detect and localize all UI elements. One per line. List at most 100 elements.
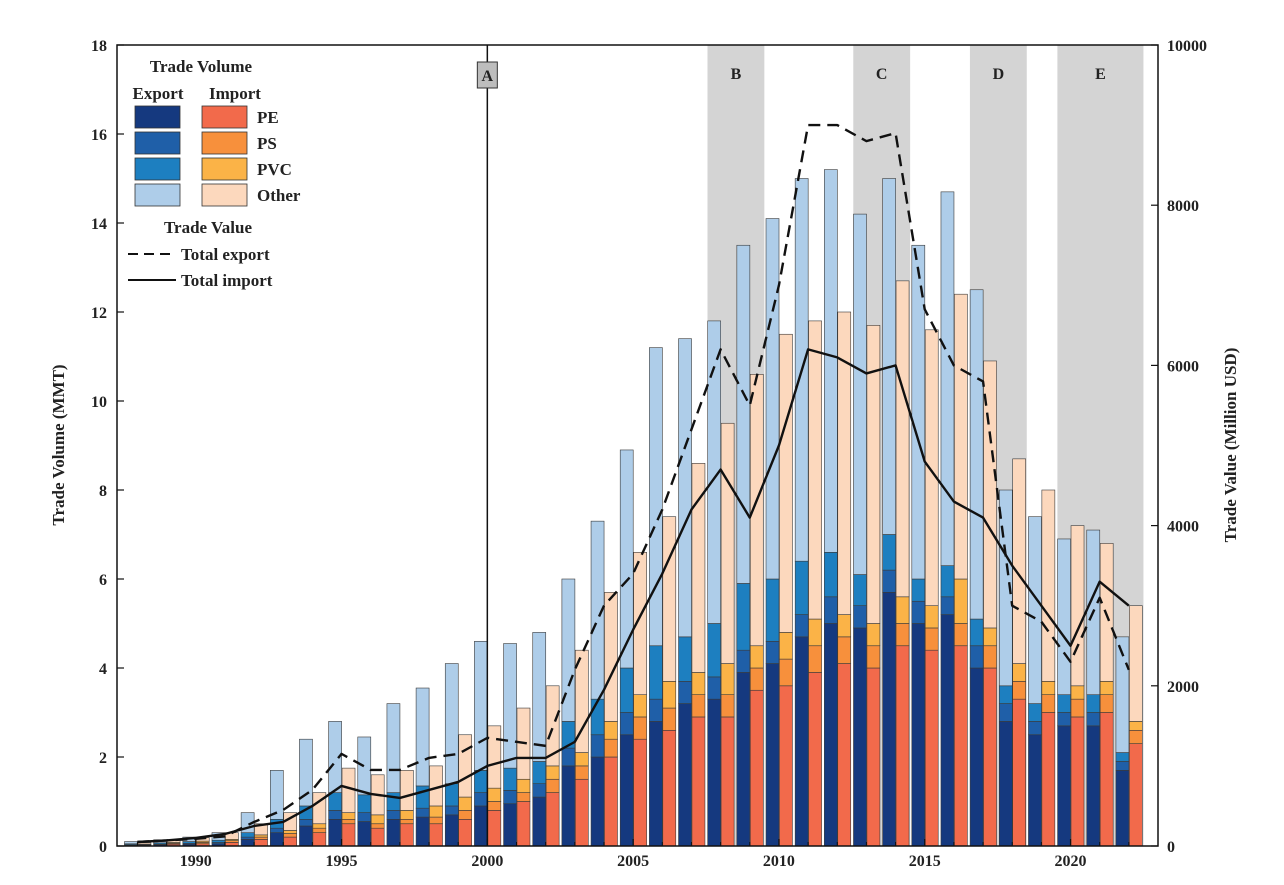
import-bar-pe-2000 (488, 810, 501, 846)
import-bar-pe-2022 (1129, 744, 1142, 846)
y2-tick-label: 6000 (1167, 358, 1199, 375)
export-bar-other-2019 (1028, 517, 1041, 704)
import-bar-ps-2009 (750, 668, 763, 690)
legend-import-swatch-pe (202, 106, 247, 128)
export-bar-pe-1992 (241, 839, 254, 846)
import-bar-pvc-2020 (1071, 686, 1084, 699)
import-bar-other-2000 (488, 726, 501, 788)
export-bar-ps-2000 (474, 793, 487, 806)
legend-import-swatch-other (202, 184, 247, 206)
import-bar-ps-1998 (430, 817, 443, 824)
export-bar-ps-2010 (766, 641, 779, 663)
legend-export-swatch-pvc (135, 158, 180, 180)
import-bar-ps-1994 (313, 828, 326, 832)
export-bar-pe-2019 (1028, 735, 1041, 846)
export-bar-pvc-1992 (241, 833, 254, 837)
import-bar-pvc-1993 (284, 830, 297, 833)
export-bar-pe-2013 (853, 628, 866, 846)
import-bar-pe-2016 (954, 646, 967, 846)
legend-title-volume: Trade Volume (150, 57, 253, 76)
import-bar-other-1997 (400, 770, 413, 810)
export-bar-pvc-2008 (708, 624, 721, 677)
import-bar-pe-2020 (1071, 717, 1084, 846)
export-bar-ps-2014 (883, 570, 896, 592)
import-bar-pvc-2018 (1013, 664, 1026, 682)
import-bar-other-2004 (604, 592, 617, 721)
import-bar-pe-2012 (838, 664, 851, 846)
export-bar-pvc-2018 (999, 686, 1012, 704)
import-bar-pe-1997 (400, 824, 413, 846)
import-bar-pvc-1999 (459, 797, 472, 810)
export-bar-ps-2001 (504, 790, 517, 803)
import-bar-pe-2008 (721, 717, 734, 846)
import-bar-ps-1996 (371, 824, 384, 828)
export-bar-pe-2005 (620, 735, 633, 846)
export-bar-ps-2012 (824, 597, 837, 624)
export-bar-ps-1996 (358, 813, 371, 822)
export-bar-pe-1994 (299, 826, 312, 846)
export-bar-pe-2008 (708, 699, 721, 846)
import-bar-pe-2017 (984, 668, 997, 846)
export-bar-ps-2022 (1116, 761, 1129, 770)
import-bar-pvc-1992 (255, 835, 268, 837)
legend-polymer-label-pe: PE (257, 108, 279, 127)
import-bar-ps-2002 (546, 779, 559, 792)
y-tick-label: 16 (91, 127, 107, 144)
legend-export-header: Export (133, 84, 184, 103)
import-bar-ps-2004 (604, 739, 617, 757)
import-bar-other-2016 (954, 294, 967, 579)
y-tick-label: 8 (99, 483, 107, 500)
import-bar-other-2006 (663, 517, 676, 682)
export-bar-pvc-2000 (474, 770, 487, 792)
export-bar-pe-2017 (970, 668, 983, 846)
import-bar-pvc-2006 (663, 681, 676, 708)
export-bar-pe-2010 (766, 664, 779, 846)
legend: Trade Volume Export Import PEPSPVCOther … (128, 57, 301, 290)
import-bar-pe-2010 (779, 686, 792, 846)
export-bar-pvc-2007 (679, 637, 692, 682)
export-bar-pe-2007 (679, 704, 692, 846)
y-axis-right-label: Trade Value (Million USD) (1221, 348, 1240, 543)
import-bar-pe-2014 (896, 646, 909, 846)
export-bar-pvc-2009 (737, 583, 750, 650)
export-bar-pe-2006 (649, 721, 662, 846)
import-bar-pe-1995 (342, 824, 355, 846)
export-bar-other-1999 (445, 664, 458, 784)
import-bar-ps-2007 (692, 695, 705, 717)
y-axis-left-label: Trade Volume (MMT) (49, 364, 68, 525)
import-bar-pvc-2008 (721, 664, 734, 695)
import-bar-other-2020 (1071, 526, 1084, 686)
period-label-C: C (876, 66, 888, 83)
import-bar-pvc-1998 (430, 806, 443, 817)
legend-polymer-label-pvc: PVC (257, 160, 292, 179)
import-bar-pvc-1997 (400, 810, 413, 819)
export-bar-ps-2006 (649, 699, 662, 721)
import-bar-ps-1999 (459, 810, 472, 819)
export-bar-ps-2021 (1087, 713, 1100, 726)
export-bar-ps-2016 (941, 597, 954, 615)
import-bar-pvc-2002 (546, 766, 559, 779)
export-bar-pe-2020 (1058, 726, 1071, 846)
import-bar-other-1999 (459, 735, 472, 797)
import-bar-ps-2011 (809, 646, 822, 673)
import-bar-pe-2009 (750, 690, 763, 846)
trade-chart: BCDE A 024681012141618020004000600080001… (0, 0, 1284, 885)
export-bar-pvc-2021 (1087, 695, 1100, 713)
import-bar-pe-1999 (459, 819, 472, 846)
x-tick-label: 2000 (471, 853, 503, 870)
import-bar-pe-2013 (867, 668, 880, 846)
import-bar-pvc-2014 (896, 597, 909, 624)
import-bar-ps-2001 (517, 793, 530, 802)
x-tick-label: 2005 (617, 853, 649, 870)
legend-export-swatch-ps (135, 132, 180, 154)
import-bar-ps-2021 (1100, 695, 1113, 713)
y-tick-label: 18 (91, 38, 107, 55)
legend-export-swatch-other (135, 184, 180, 206)
import-bar-pvc-2004 (604, 721, 617, 739)
export-bar-pe-2009 (737, 672, 750, 846)
import-bar-ps-2006 (663, 708, 676, 730)
export-bar-ps-2011 (795, 615, 808, 637)
import-bar-pvc-2011 (809, 619, 822, 646)
export-bar-pe-2021 (1087, 726, 1100, 846)
export-bar-pvc-2020 (1058, 695, 1071, 713)
